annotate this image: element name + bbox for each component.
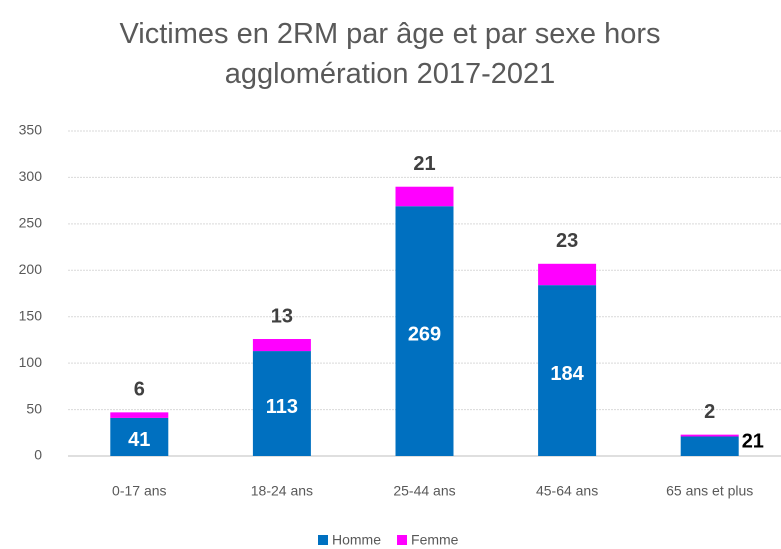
bar-segment (680, 434, 739, 437)
value-label: 113 (266, 396, 298, 418)
value-label: 23 (556, 230, 578, 252)
value-label: 21 (413, 153, 435, 175)
bar-segment (252, 351, 311, 456)
x-tick-label: 18-24 ans (251, 483, 313, 499)
y-tick-label: 350 (19, 122, 43, 138)
value-label: 21 (742, 431, 764, 453)
y-tick-label: 250 (19, 215, 43, 231)
legend-swatch (318, 535, 328, 545)
value-label: 6 (134, 379, 145, 401)
y-tick-label: 150 (19, 307, 43, 323)
value-label: 41 (128, 429, 150, 451)
bar-segment (680, 436, 739, 456)
legend-label: Femme (411, 532, 459, 548)
value-label: 269 (408, 323, 441, 345)
x-tick-label: 0-17 ans (112, 483, 166, 499)
y-tick-label: 50 (26, 400, 42, 416)
y-tick-label: 300 (19, 168, 43, 184)
bar-segment (538, 263, 597, 286)
chart-title: Victimes en 2RM par âge et par sexe hors… (119, 18, 661, 90)
bar-segment (110, 417, 169, 456)
legend-label: Homme (332, 532, 381, 548)
bar-segment (252, 339, 311, 352)
value-label: 184 (550, 363, 584, 385)
y-tick-label: 100 (19, 354, 43, 370)
x-tick-label: 25-44 ans (393, 483, 455, 499)
legend-swatch (397, 535, 408, 545)
bar-segment (538, 285, 597, 456)
x-tick-label: 65 ans et plus (666, 483, 753, 499)
y-tick-label: 0 (34, 447, 42, 463)
value-label: 13 (271, 305, 293, 327)
y-tick-label: 200 (19, 261, 43, 277)
bar-segment (395, 186, 454, 207)
bar-segment (110, 412, 169, 418)
x-tick-label: 45-64 ans (536, 483, 598, 499)
bar-segment (395, 206, 454, 456)
value-label: 2 (704, 401, 715, 423)
